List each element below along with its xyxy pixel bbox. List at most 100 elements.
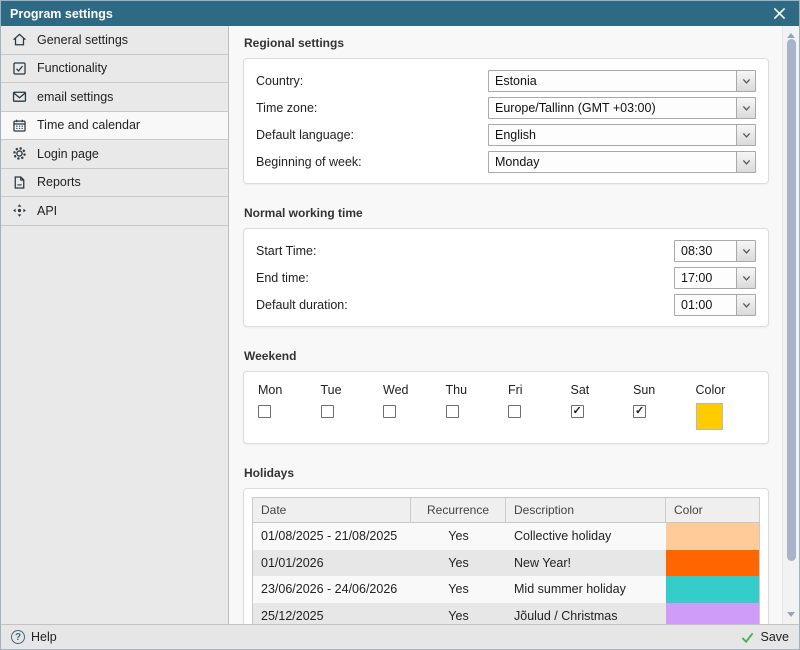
day-label: Wed	[383, 383, 440, 397]
sidebar-item-label: General settings	[37, 33, 128, 47]
weekend-day-fri: Fri	[502, 383, 565, 430]
sidebar-item-time-and-calendar[interactable]: Time and calendar	[1, 112, 228, 141]
home-icon	[11, 31, 28, 48]
sidebar-item-login-page[interactable]: Login page	[1, 140, 228, 169]
holiday-row[interactable]: 01/08/2025 - 21/08/2025 Yes Collective h…	[253, 523, 759, 550]
triangle-down-icon	[787, 612, 795, 617]
move-arrows-icon	[11, 202, 28, 219]
sidebar-item-general-settings[interactable]: General settings	[1, 26, 228, 55]
country-label: Country:	[256, 74, 303, 88]
select-value: 08:30	[675, 241, 736, 261]
chevron-down-icon	[736, 125, 755, 145]
holidays-box: Date Recurrence Description Color 01/08/…	[243, 488, 769, 624]
sidebar: General settings Functionality email set…	[1, 26, 229, 624]
holiday-color-swatch	[666, 603, 759, 625]
chevron-down-icon	[736, 152, 755, 172]
select-value: English	[489, 125, 736, 145]
program-settings-dialog: Program settings General settings Functi…	[0, 0, 800, 650]
holiday-row[interactable]: 23/06/2026 - 24/06/2026 Yes Mid summer h…	[253, 576, 759, 603]
holidays-table: Date Recurrence Description Color 01/08/…	[252, 497, 760, 624]
footer-bar: Help Save	[1, 624, 799, 649]
holidays-table-header: Date Recurrence Description Color	[253, 498, 759, 523]
holiday-color-swatch	[666, 523, 759, 550]
holiday-description: Mid summer holiday	[506, 576, 666, 603]
sidebar-item-label: API	[37, 204, 57, 218]
end-time-label: End time:	[256, 271, 309, 285]
language-label: Default language:	[256, 128, 354, 142]
language-select[interactable]: English	[488, 124, 756, 146]
day-label: Mon	[258, 383, 315, 397]
calendar-icon	[11, 117, 28, 134]
vertical-scrollbar[interactable]	[782, 26, 799, 624]
weekend-checkbox-fri[interactable]	[508, 405, 521, 418]
form-row-end-time: End time: 17:00	[256, 264, 756, 291]
weekend-color-label: Color	[696, 383, 753, 397]
country-select[interactable]: Estonia	[488, 70, 756, 92]
chevron-down-icon	[736, 295, 755, 315]
sidebar-item-label: email settings	[37, 90, 113, 104]
sidebar-item-label: Login page	[37, 147, 99, 161]
duration-label: Default duration:	[256, 298, 348, 312]
title-bar: Program settings	[1, 1, 799, 26]
sidebar-item-functionality[interactable]: Functionality	[1, 55, 228, 84]
help-label: Help	[31, 630, 57, 644]
close-button[interactable]	[768, 3, 790, 25]
form-row-country: Country: Estonia	[256, 67, 756, 94]
sidebar-item-api[interactable]: API	[1, 197, 228, 226]
content-area: Regional settings Country: Estonia Time …	[229, 26, 799, 624]
window-title: Program settings	[10, 7, 113, 21]
weekend-checkbox-mon[interactable]	[258, 405, 271, 418]
weekend-checkbox-tue[interactable]	[321, 405, 334, 418]
holiday-description: Collective holiday	[506, 523, 666, 550]
form-row-timezone: Time zone: Europe/Tallinn (GMT +03:00)	[256, 94, 756, 121]
holiday-date: 25/12/2025	[253, 603, 411, 625]
save-button[interactable]: Save	[740, 630, 790, 644]
weekend-box: Mon Tue Wed Thu	[243, 371, 769, 444]
section-title-holidays: Holidays	[244, 466, 769, 480]
section-title-regional: Regional settings	[244, 36, 769, 50]
weekend-checkbox-sun[interactable]	[633, 405, 646, 418]
column-header-date: Date	[253, 498, 411, 522]
holiday-color-swatch	[666, 576, 759, 603]
weekend-checkbox-wed[interactable]	[383, 405, 396, 418]
week-start-select[interactable]: Monday	[488, 151, 756, 173]
section-title-working-time: Normal working time	[244, 206, 769, 220]
chevron-down-icon	[736, 98, 755, 118]
chevron-down-icon	[736, 241, 755, 261]
weekend-checkbox-sat[interactable]	[571, 405, 584, 418]
select-value: 01:00	[675, 295, 736, 315]
weekend-day-sat: Sat	[565, 383, 628, 430]
holiday-row[interactable]: 25/12/2025 Yes Jõulud / Christmas	[253, 603, 759, 625]
weekend-checkbox-thu[interactable]	[446, 405, 459, 418]
chevron-down-icon	[736, 71, 755, 91]
holiday-recurrence: Yes	[411, 576, 506, 603]
scrollbar-thumb[interactable]	[787, 39, 796, 561]
checkbox-icon	[11, 60, 28, 77]
end-time-select[interactable]: 17:00	[674, 267, 756, 289]
start-time-select[interactable]: 08:30	[674, 240, 756, 262]
duration-select[interactable]: 01:00	[674, 294, 756, 316]
weekend-color-column: Color	[690, 383, 753, 430]
holiday-description: Jõulud / Christmas	[506, 603, 666, 625]
sidebar-item-label: Reports	[37, 175, 81, 189]
holiday-row[interactable]: 01/01/2026 Yes New Year!	[253, 550, 759, 577]
select-value: Europe/Tallinn (GMT +03:00)	[489, 98, 736, 118]
start-time-label: Start Time:	[256, 244, 316, 258]
weekend-color-swatch[interactable]	[696, 403, 723, 430]
weekend-day-mon: Mon	[252, 383, 315, 430]
sidebar-item-reports[interactable]: Reports	[1, 169, 228, 198]
timezone-select[interactable]: Europe/Tallinn (GMT +03:00)	[488, 97, 756, 119]
select-value: Monday	[489, 152, 736, 172]
column-header-color: Color	[666, 498, 759, 522]
scrollbar-down-arrow[interactable]	[783, 607, 799, 621]
form-row-duration: Default duration: 01:00	[256, 291, 756, 318]
help-button[interactable]: Help	[11, 630, 57, 644]
holiday-color-swatch	[666, 550, 759, 577]
sidebar-item-email-settings[interactable]: email settings	[1, 83, 228, 112]
holiday-recurrence: Yes	[411, 523, 506, 550]
day-label: Fri	[508, 383, 565, 397]
holiday-date: 23/06/2026 - 24/06/2026	[253, 576, 411, 603]
section-title-weekend: Weekend	[244, 349, 769, 363]
select-value: 17:00	[675, 268, 736, 288]
week-start-label: Beginning of week:	[256, 155, 362, 169]
